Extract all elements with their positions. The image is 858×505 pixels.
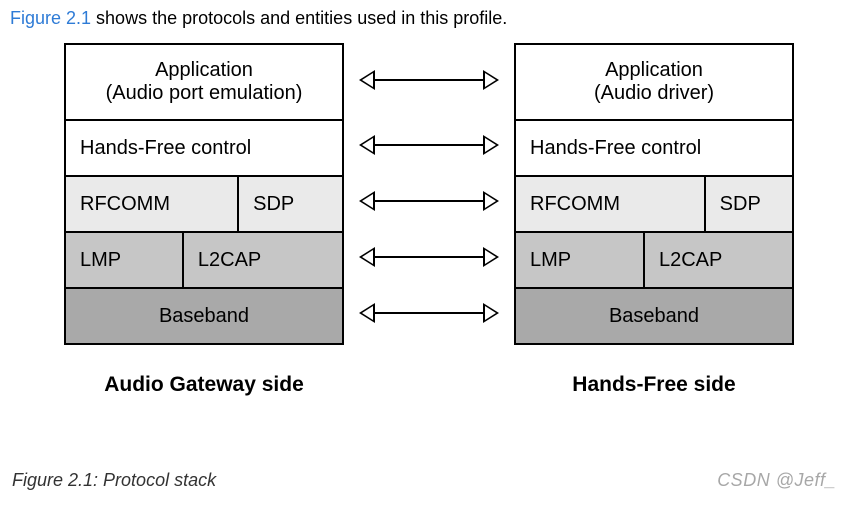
left-layer-3-cell-1: L2CAP — [182, 233, 342, 287]
left-layer-2: RFCOMMSDP — [66, 175, 342, 231]
protocol-stack-diagram: Application(Audio port emulation)Hands-F… — [39, 43, 819, 397]
right-layer-0-cell-0: Application(Audio driver) — [516, 45, 792, 119]
right-layer-2-cell-1: SDP — [704, 177, 792, 231]
right-layer-3-cell-1: L2CAP — [643, 233, 792, 287]
left-layer-3: LMPL2CAP — [66, 231, 342, 287]
left-layer-4-cell-0: Baseband — [66, 289, 342, 343]
arrows-column — [344, 43, 514, 341]
left-layer-4: Baseband — [66, 287, 342, 343]
intro-text: Figure 2.1 shows the protocols and entit… — [10, 8, 848, 29]
left-layer-0-cell-0: Application(Audio port emulation) — [66, 45, 342, 119]
arrow-slot-2 — [350, 173, 508, 229]
right-layer-2-cell-0: RFCOMM — [516, 177, 704, 231]
right-layer-3: LMPL2CAP — [516, 231, 792, 287]
bidirectional-arrow-icon — [359, 135, 499, 155]
intro-remainder: shows the protocols and entities used in… — [91, 8, 507, 28]
left-layer-3-cell-0: LMP — [66, 233, 182, 287]
right-layer-3-cell-0: LMP — [516, 233, 643, 287]
arrow-slot-1 — [350, 117, 508, 173]
right-layer-0: Application(Audio driver) — [516, 45, 792, 119]
right-layer-4: Baseband — [516, 287, 792, 343]
left-stack-label: Audio Gateway side — [64, 373, 344, 397]
arrow-slot-3 — [350, 229, 508, 285]
right-layer-2: RFCOMMSDP — [516, 175, 792, 231]
figure-caption: Figure 2.1: Protocol stack — [12, 470, 216, 491]
figure-ref-link[interactable]: Figure 2.1 — [10, 8, 91, 28]
right-stack-label: Hands-Free side — [514, 373, 794, 397]
left-stack-column: Application(Audio port emulation)Hands-F… — [64, 43, 344, 397]
right-layer-1: Hands-Free control — [516, 119, 792, 175]
bidirectional-arrow-icon — [359, 247, 499, 267]
right-stack-box: Application(Audio driver)Hands-Free cont… — [514, 43, 794, 345]
left-layer-0: Application(Audio port emulation) — [66, 45, 342, 119]
left-layer-2-cell-0: RFCOMM — [66, 177, 237, 231]
bidirectional-arrow-icon — [359, 191, 499, 211]
right-layer-1-cell-0: Hands-Free control — [516, 121, 792, 175]
left-layer-1: Hands-Free control — [66, 119, 342, 175]
arrow-slot-4 — [350, 285, 508, 341]
left-layer-1-cell-0: Hands-Free control — [66, 121, 342, 175]
left-layer-2-cell-1: SDP — [237, 177, 342, 231]
left-stack-box: Application(Audio port emulation)Hands-F… — [64, 43, 344, 345]
right-stack-column: Application(Audio driver)Hands-Free cont… — [514, 43, 794, 397]
right-layer-4-cell-0: Baseband — [516, 289, 792, 343]
watermark-text: CSDN @Jeff_ — [717, 470, 836, 491]
arrow-slot-0 — [350, 43, 508, 117]
bidirectional-arrow-icon — [359, 303, 499, 323]
bidirectional-arrow-icon — [359, 70, 499, 90]
